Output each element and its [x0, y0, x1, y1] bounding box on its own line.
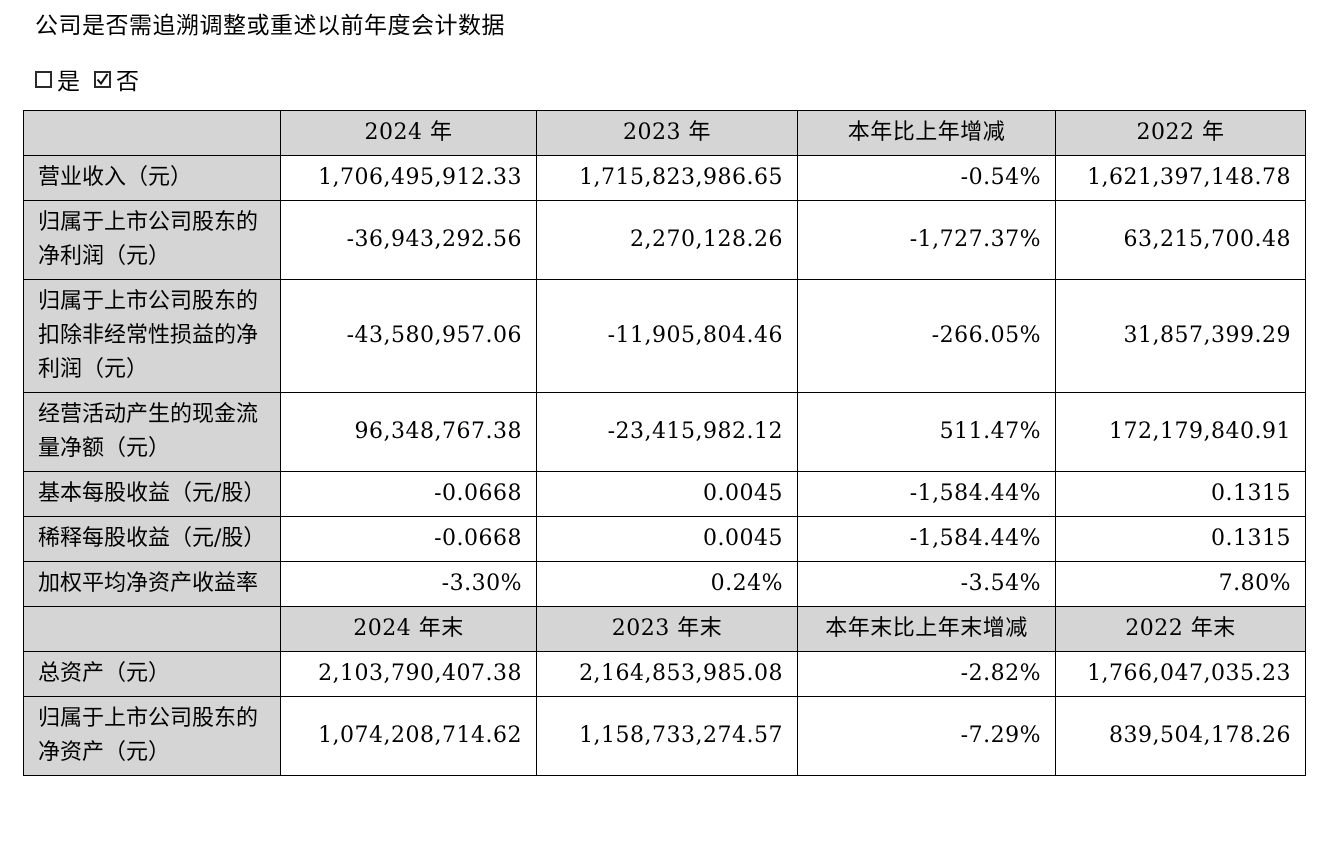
cell-value: 1,766,047,035.23	[1055, 651, 1306, 697]
cell-value: -1,727.37%	[797, 200, 1056, 280]
cell-value: 63,215,700.48	[1055, 200, 1306, 280]
row-label: 总资产（元）	[23, 651, 281, 697]
cell-value: 1,621,397,148.78	[1055, 155, 1306, 201]
cell-value: 1,158,733,274.57	[536, 696, 798, 776]
cell-value: -1,584.44%	[797, 516, 1056, 562]
cell-value: 31,857,399.29	[1055, 279, 1306, 393]
column-header-2023: 2023 年	[536, 110, 798, 156]
row-label: 营业收入（元）	[23, 155, 281, 201]
column-header-yoy-change: 本年比上年增减	[797, 110, 1056, 156]
cell-value: 511.47%	[797, 392, 1056, 472]
cell-value: -43,580,957.06	[280, 279, 537, 393]
checkbox-yes-label: 是	[57, 69, 80, 95]
cell-value: 0.24%	[536, 561, 798, 607]
table-row-net-assets: 归属于上市公司股东的净资产（元） 1,074,208,714.62 1,158,…	[23, 696, 1306, 776]
table-row-basic-eps: 基本每股收益（元/股） -0.0668 0.0045 -1,584.44% 0.…	[23, 471, 1306, 517]
row-label: 加权平均净资产收益率	[23, 561, 281, 607]
annual-header-row: 2024 年 2023 年 本年比上年增减 2022 年	[23, 110, 1306, 156]
checkbox-no-label: 否	[116, 69, 139, 95]
table-row-diluted-eps: 稀释每股收益（元/股） -0.0668 0.0045 -1,584.44% 0.…	[23, 516, 1306, 562]
cell-value: -36,943,292.56	[280, 200, 537, 280]
restatement-choices: 是 否	[35, 62, 1305, 96]
row-label: 稀释每股收益（元/股）	[23, 516, 281, 562]
document-page: 公司是否需追溯调整或重述以前年度会计数据 是 否 2024 年 2023 年 本…	[23, 13, 1306, 776]
cell-value: -23,415,982.12	[536, 392, 798, 472]
cell-value: -0.0668	[280, 471, 537, 517]
cell-value: -2.82%	[797, 651, 1056, 697]
row-label: 经营活动产生的现金流量净额（元）	[23, 392, 281, 472]
column-header-blank	[23, 606, 281, 652]
cell-value: 0.0045	[536, 516, 798, 562]
cell-value: -0.54%	[797, 155, 1056, 201]
column-header-2023-end: 2023 年末	[536, 606, 798, 652]
key-financial-data-table: 2024 年 2023 年 本年比上年增减 2022 年 营业收入（元） 1,7…	[23, 110, 1306, 776]
cell-value: 2,270,128.26	[536, 200, 798, 280]
cell-value: -0.0668	[280, 516, 537, 562]
checkbox-no: 否	[94, 62, 139, 96]
column-header-end-yoy-change: 本年末比上年末增减	[797, 606, 1056, 652]
table-row-revenue: 营业收入（元） 1,706,495,912.33 1,715,823,986.6…	[23, 155, 1306, 201]
table-row-total-assets: 总资产（元） 2,103,790,407.38 2,164,853,985.08…	[23, 651, 1306, 697]
column-header-2022: 2022 年	[1055, 110, 1306, 156]
cell-value: -3.54%	[797, 561, 1056, 607]
page-title: 公司是否需追溯调整或重述以前年度会计数据	[35, 13, 505, 39]
cell-value: 7.80%	[1055, 561, 1306, 607]
period-end-header-row: 2024 年末 2023 年末 本年末比上年末增减 2022 年末	[23, 606, 1306, 652]
cell-value: 2,103,790,407.38	[280, 651, 537, 697]
cell-value: 839,504,178.26	[1055, 696, 1306, 776]
cell-value: -7.29%	[797, 696, 1056, 776]
checkbox-yes: 是	[35, 62, 80, 96]
cell-value: 2,164,853,985.08	[536, 651, 798, 697]
cell-value: 1,074,208,714.62	[280, 696, 537, 776]
cell-value: -3.30%	[280, 561, 537, 607]
column-header-2022-end: 2022 年末	[1055, 606, 1306, 652]
cell-value: 0.0045	[536, 471, 798, 517]
cell-value: 96,348,767.38	[280, 392, 537, 472]
cell-value: -266.05%	[797, 279, 1056, 393]
cell-value: -11,905,804.46	[536, 279, 798, 393]
cell-value: 1,715,823,986.65	[536, 155, 798, 201]
column-header-2024-end: 2024 年末	[280, 606, 537, 652]
cell-value: 0.1315	[1055, 516, 1306, 562]
row-label: 基本每股收益（元/股）	[23, 471, 281, 517]
cell-value: 0.1315	[1055, 471, 1306, 517]
checkbox-unchecked-icon	[35, 70, 52, 88]
cell-value: -1,584.44%	[797, 471, 1056, 517]
cell-value: 172,179,840.91	[1055, 392, 1306, 472]
table-row-operating-cash-flow: 经营活动产生的现金流量净额（元） 96,348,767.38 -23,415,9…	[23, 392, 1306, 472]
table-row-weighted-avg-roe: 加权平均净资产收益率 -3.30% 0.24% -3.54% 7.80%	[23, 561, 1306, 607]
row-label: 归属于上市公司股东的净利润（元）	[23, 200, 281, 280]
table-row-net-profit-excl-nonrecurring: 归属于上市公司股东的扣除非经常性损益的净利润（元） -43,580,957.06…	[23, 279, 1306, 393]
row-label: 归属于上市公司股东的扣除非经常性损益的净利润（元）	[23, 279, 281, 393]
column-header-2024: 2024 年	[280, 110, 537, 156]
row-label: 归属于上市公司股东的净资产（元）	[23, 696, 281, 776]
cell-value: 1,706,495,912.33	[280, 155, 537, 201]
checkbox-checked-icon	[94, 70, 111, 88]
column-header-blank	[23, 110, 281, 156]
table-row-net-profit: 归属于上市公司股东的净利润（元） -36,943,292.56 2,270,12…	[23, 200, 1306, 280]
